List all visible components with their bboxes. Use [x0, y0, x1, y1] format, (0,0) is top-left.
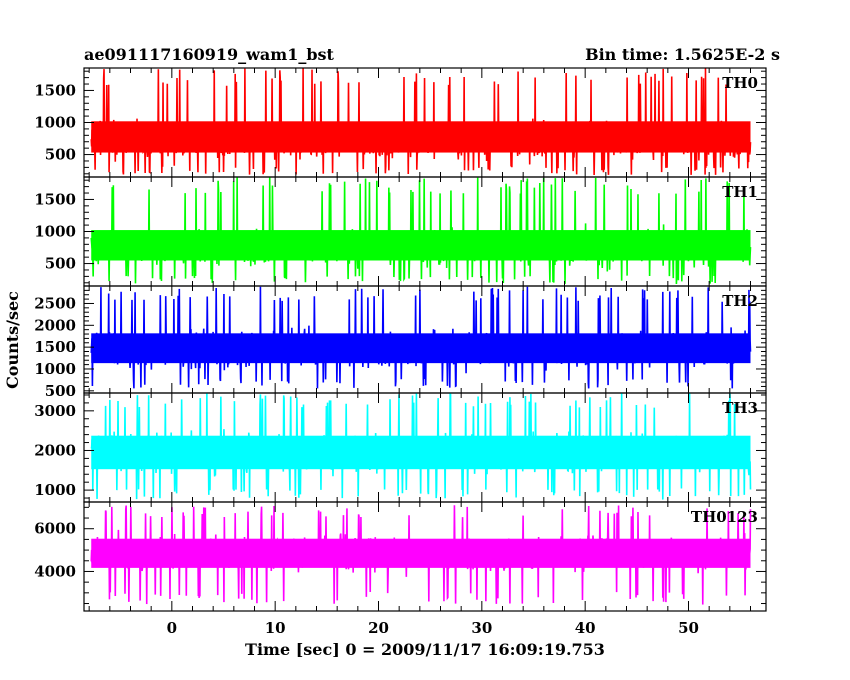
y-tick-label: 1500 [34, 190, 76, 208]
y-tick-label: 1000 [34, 114, 76, 132]
series-label-th1: TH1 [722, 183, 758, 201]
y-tick-label: 1500 [34, 81, 76, 99]
x-tick-label: 0 [167, 619, 177, 637]
y-tick-label: 1000 [34, 360, 76, 378]
panels: 500 1000 1500 TH0 500 1000 1500 TH1 500 1000 1500 2… [34, 67, 767, 612]
x-tick-label: 20 [368, 619, 389, 637]
series-label-th3: TH3 [722, 399, 758, 417]
panel-th2: 500 1000 1500 2000 2500 TH2 [34, 285, 767, 400]
series-core-band-th1 [91, 230, 751, 261]
x-tick-label: 40 [575, 619, 596, 637]
x-axis-tick-labels: 0 10 20 30 40 50 [167, 619, 699, 637]
bin-time-label: Bin time: 1.5625E-2 s [585, 45, 780, 64]
y-tick-label: 2000 [34, 316, 76, 334]
y-tick-label: 6000 [34, 520, 76, 538]
x-axis-label: Time [sec] 0 = 2009/11/17 16:09:19.753 [245, 640, 605, 659]
panel-th0: 500 1000 1500 TH0 [34, 67, 767, 178]
y-tick-label: 3000 [34, 402, 76, 420]
series-core-band-th2 [91, 333, 751, 364]
y-axis-label: Counts/sec [3, 291, 22, 389]
y-tick-label: 1500 [34, 338, 76, 356]
series-label-th0123: TH0123 [691, 508, 758, 526]
y-tick-label: 1000 [34, 223, 76, 241]
y-tick-label: 1000 [34, 481, 76, 499]
series-label-th2: TH2 [722, 292, 758, 310]
panel-frame [83, 501, 767, 612]
panel-th0123: 4000 6000 TH0123 [34, 501, 767, 612]
y-tick-label: 500 [45, 255, 76, 273]
panel-th1: 500 1000 1500 TH1 [34, 176, 767, 287]
series-label-th0: TH0 [722, 74, 758, 92]
series-core-band-th3 [91, 435, 751, 470]
x-tick-label: 10 [265, 619, 286, 637]
panel-th3: 1000 2000 3000 TH3 [34, 392, 767, 503]
x-tick-label: 30 [471, 619, 492, 637]
x-tick-label: 50 [678, 619, 699, 637]
y-tick-label: 4000 [34, 562, 76, 580]
y-tick-label: 2500 [34, 294, 76, 312]
y-tick-label: 500 [45, 146, 76, 164]
y-tick-label: 500 [45, 382, 76, 400]
y-tick-label: 2000 [34, 441, 76, 459]
plot-title: ae091117160919_wam1_bst [84, 45, 335, 64]
series-core-band-th0 [91, 121, 751, 153]
series-core-band-th0123 [91, 538, 751, 568]
